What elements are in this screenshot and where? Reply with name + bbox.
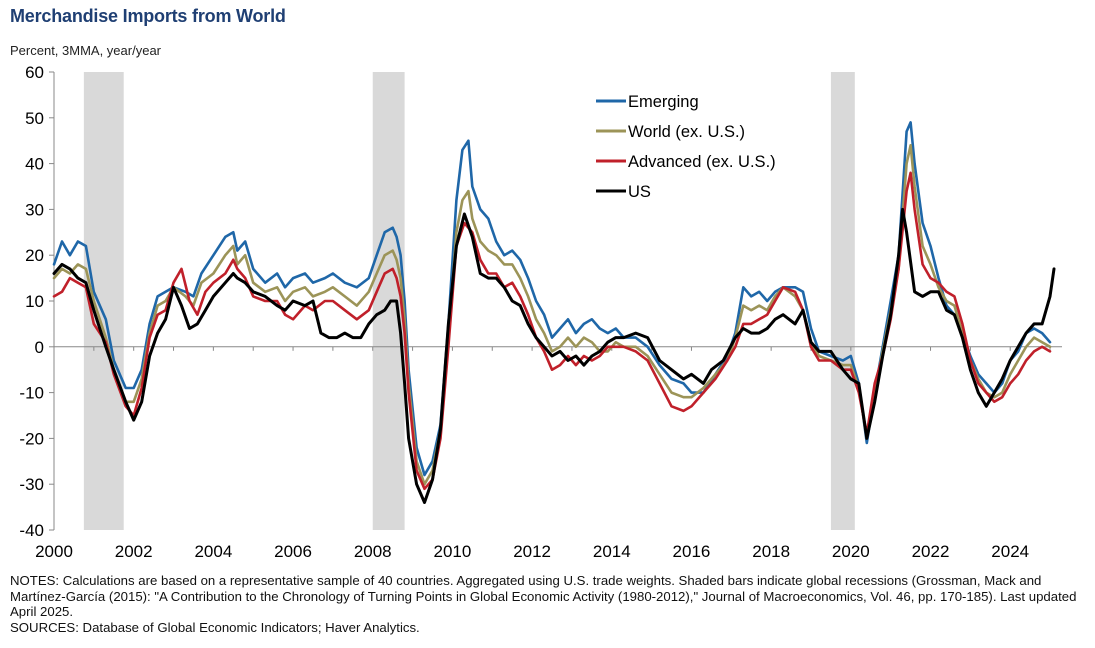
y-tick-label: 50 [25,109,44,128]
y-tick-label: 60 [25,63,44,82]
recession-bar-2 [830,72,855,530]
x-tick-label: 2002 [115,542,153,561]
x-tick-label: 2018 [752,542,790,561]
series-lines-group [52,121,1056,504]
x-tick-label: 2022 [912,542,950,561]
x-tick-label: 2006 [274,542,312,561]
recession-shading-group [83,72,855,530]
chart-title: Merchandise Imports from World [10,6,286,26]
legend-label: Advanced (ex. U.S.) [628,153,776,171]
notes-text: NOTES: Calculations are based on a repre… [10,573,1077,619]
x-tick-label: 2024 [991,542,1029,561]
x-tick-label: 2008 [354,542,392,561]
legend: Emerging World (ex. U.S.) Advanced (ex. U.… [596,93,776,201]
y-axis-units-label: Percent, 3MMA, year/year [10,43,161,58]
x-tick-label: 2016 [673,542,711,561]
y-tick-label: -40 [19,521,44,540]
legend-label: US [628,183,651,201]
y-tick-label: 40 [25,155,44,174]
x-tick-label: 2020 [832,542,870,561]
y-tick-label: 20 [25,246,44,265]
legend-label: World (ex. U.S.) [628,123,745,141]
y-tick-label: 30 [25,200,44,219]
series-line-us [52,207,1056,504]
x-tick-label: 2014 [593,542,631,561]
sources-text: SOURCES: Database of Global Economic Ind… [10,619,420,635]
notes-block: NOTES: Calculations are based on a repre… [10,573,1085,635]
x-tick-label: 2012 [513,542,551,561]
x-tick-label: 2000 [35,542,73,561]
x-tick-label: 2010 [434,542,472,561]
y-tick-label: 0 [35,338,44,357]
recession-bar-1 [372,72,405,530]
legend-label: Emerging [628,93,699,111]
x-tick-label: 2004 [194,542,232,561]
series-line-advanced-ex-u-s [52,171,1052,491]
y-tick-label: -30 [19,475,44,494]
y-tick-label: -20 [19,429,44,448]
y-tick-label: 10 [25,292,44,311]
y-tick-label: -10 [19,384,44,403]
